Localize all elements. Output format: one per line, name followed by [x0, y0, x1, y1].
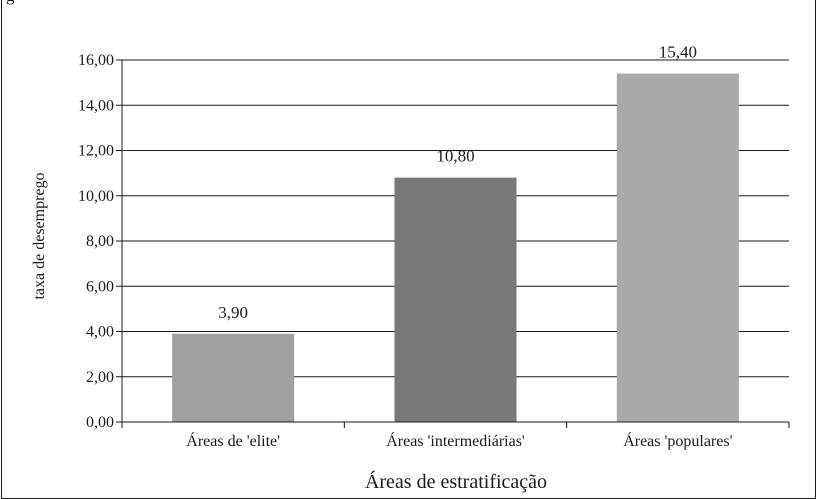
bar — [172, 333, 295, 422]
y-axis-title: taxa de desemprego — [31, 172, 48, 299]
x-tick-label: Áreas de 'elite' — [186, 431, 280, 450]
bar — [394, 177, 517, 422]
x-tick-label: Áreas 'intermediárias' — [386, 431, 525, 450]
y-tick-label: 6,00 — [86, 278, 114, 295]
data-label: 3,90 — [218, 303, 248, 322]
axes — [116, 59, 790, 428]
data-label: 10,80 — [436, 147, 474, 166]
figure-caption-fragment: g — [6, 0, 15, 6]
y-tick-label: 2,00 — [86, 369, 114, 386]
bar — [616, 73, 739, 422]
y-tick-label: 0,00 — [86, 414, 114, 431]
x-axis-title: Áreas de estratificação — [365, 470, 547, 493]
y-tick-label: 14,00 — [78, 97, 114, 114]
y-tick-label: 4,00 — [86, 324, 114, 341]
y-tick-label: 16,00 — [78, 52, 114, 69]
data-label: 15,40 — [659, 43, 697, 62]
x-tick-label: Áreas 'populares' — [623, 431, 732, 450]
bars — [172, 73, 739, 422]
y-tick-label: 12,00 — [78, 143, 114, 160]
y-tick-label: 10,00 — [78, 188, 114, 205]
y-tick-label: 8,00 — [86, 233, 114, 250]
labels: 0,00 2,00 4,00 6,00 8,00 10,00 12,00 14,00 16,00… — [78, 43, 733, 450]
